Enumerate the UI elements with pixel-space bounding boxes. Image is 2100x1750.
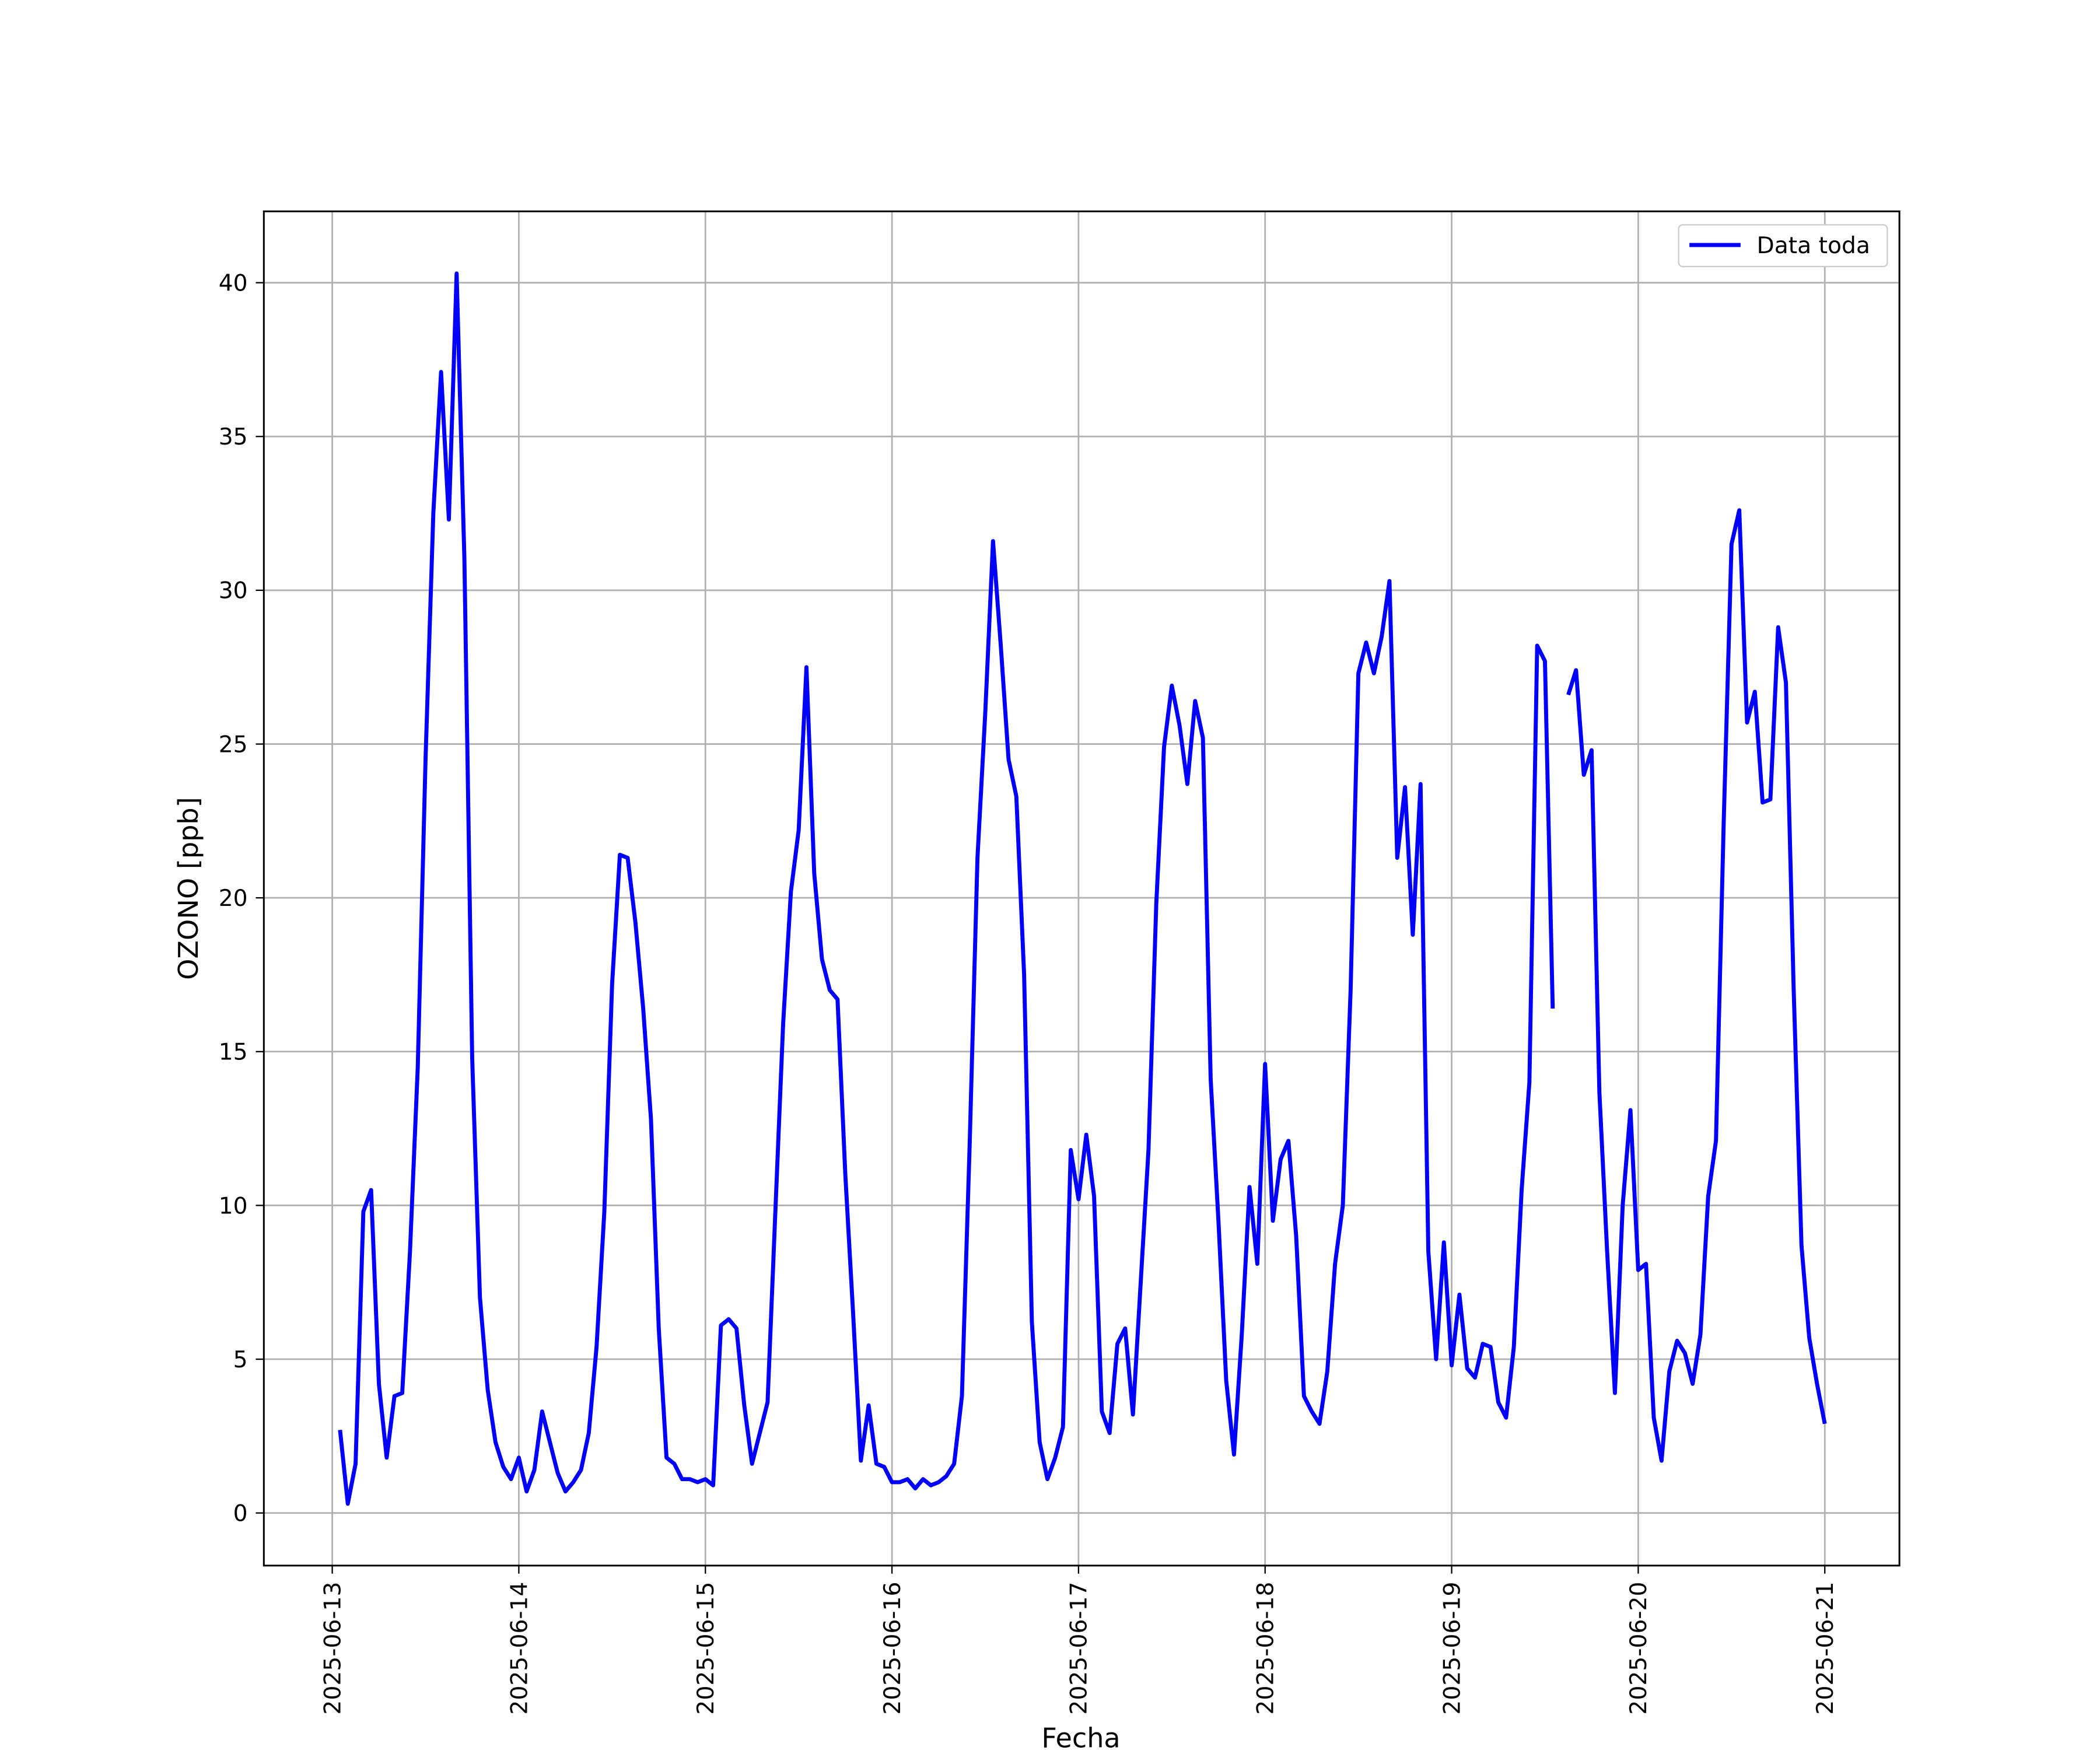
plot-frame [262, 210, 1901, 1567]
legend: Data toda [1678, 224, 1888, 268]
data-line [338, 271, 1827, 1506]
y-tick-label: 20 [219, 886, 248, 912]
legend-box [1678, 224, 1888, 268]
x-tick-label: 2025-06-19 [1439, 1582, 1465, 1715]
x-tick-label: 2025-06-17 [1066, 1582, 1093, 1715]
x-tick-label: 2025-06-15 [693, 1582, 719, 1715]
x-tick-label: 2025-06-18 [1253, 1582, 1279, 1715]
x-tick-label: 2025-06-14 [506, 1582, 533, 1715]
y-tick-label: 35 [219, 424, 248, 450]
x-tick-label: 2025-06-13 [320, 1582, 346, 1715]
x-axis-label: Fecha [1041, 1722, 1120, 1750]
y-tick-label: 0 [233, 1501, 248, 1527]
plot-layer: 0 5 10 15 20 25 30 35 40 2025-06-13 2025-06-14 2025… [219, 211, 1900, 1715]
x-tick-label: 2025-06-16 [880, 1582, 906, 1715]
x-tick-label: 2025-06-20 [1626, 1582, 1652, 1715]
y-tick-label: 5 [233, 1347, 248, 1373]
x-tick-label: 2025-06-21 [1812, 1582, 1839, 1715]
y-tick-label: 25 [219, 732, 248, 758]
y-tick-label: 10 [219, 1193, 248, 1219]
y-tick-label: 15 [219, 1040, 248, 1066]
y-tick-label: 40 [219, 270, 248, 296]
legend-label: Data toda [1757, 233, 1870, 259]
y-axis-label: OZONO [ppb] [173, 797, 204, 980]
y-tick-label: 30 [219, 578, 248, 604]
